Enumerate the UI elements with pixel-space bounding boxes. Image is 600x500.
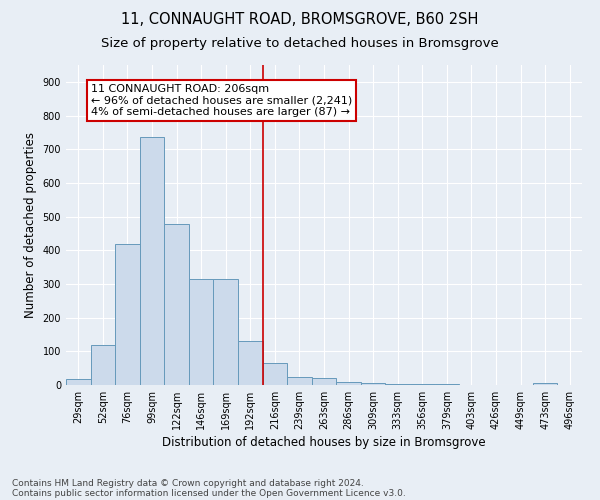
Text: 11 CONNAUGHT ROAD: 206sqm
← 96% of detached houses are smaller (2,241)
4% of sem: 11 CONNAUGHT ROAD: 206sqm ← 96% of detac… (91, 84, 352, 116)
Bar (385, 384, 410, 385)
Bar (66, 379, 91, 385)
Bar (189, 279, 214, 385)
Bar (164, 224, 189, 385)
Bar (410, 384, 434, 385)
Bar (238, 341, 263, 385)
Y-axis label: Number of detached properties: Number of detached properties (24, 132, 37, 318)
Bar (115, 244, 140, 385)
Bar (434, 384, 459, 385)
Bar (140, 138, 164, 385)
Bar (361, 382, 385, 385)
X-axis label: Distribution of detached houses by size in Bromsgrove: Distribution of detached houses by size … (162, 436, 486, 449)
Bar (287, 378, 312, 385)
Bar (336, 382, 361, 385)
Text: Contains public sector information licensed under the Open Government Licence v3: Contains public sector information licen… (12, 488, 406, 498)
Text: 11, CONNAUGHT ROAD, BROMSGROVE, B60 2SH: 11, CONNAUGHT ROAD, BROMSGROVE, B60 2SH (121, 12, 479, 28)
Bar (263, 363, 287, 385)
Bar (533, 383, 557, 385)
Bar (214, 279, 238, 385)
Text: Contains HM Land Registry data © Crown copyright and database right 2024.: Contains HM Land Registry data © Crown c… (12, 478, 364, 488)
Text: Size of property relative to detached houses in Bromsgrove: Size of property relative to detached ho… (101, 38, 499, 51)
Bar (91, 344, 115, 385)
Bar (312, 378, 336, 385)
